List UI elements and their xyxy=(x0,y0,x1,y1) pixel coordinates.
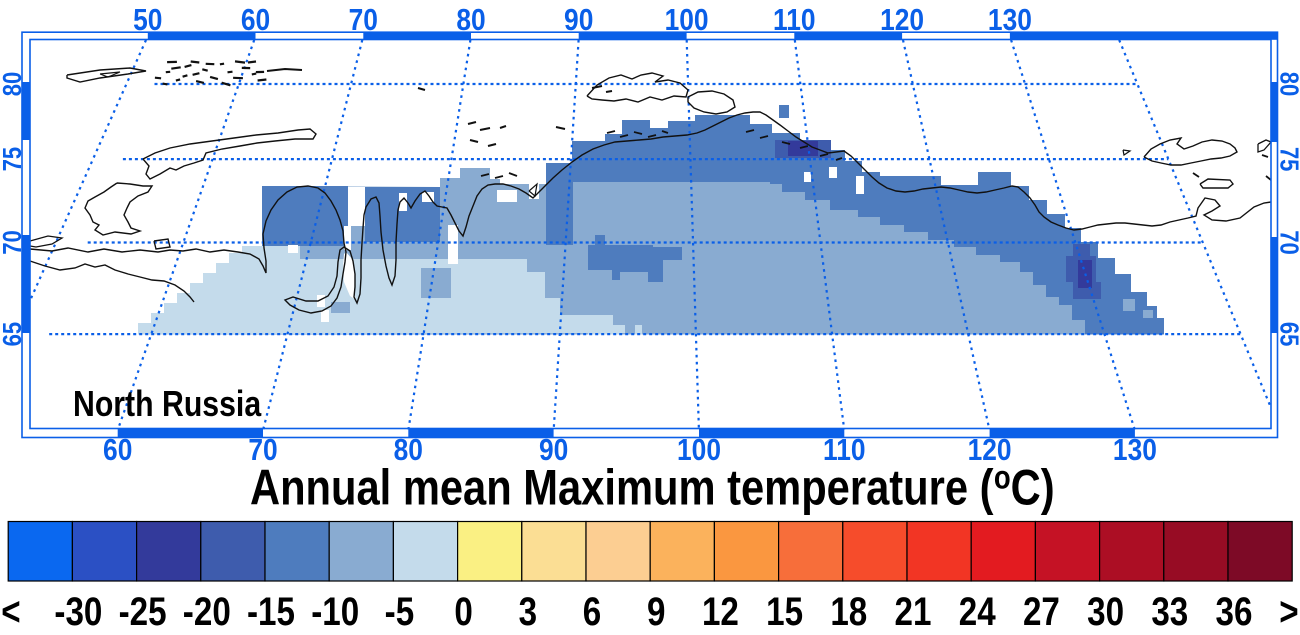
svg-text:130: 130 xyxy=(1113,433,1157,467)
svg-text:6: 6 xyxy=(583,589,601,630)
svg-text:90: 90 xyxy=(539,433,568,467)
svg-text:12: 12 xyxy=(702,589,739,630)
svg-text:Annual mean Maximum temperatur: Annual mean Maximum temperature ( xyxy=(250,459,994,515)
svg-text:130: 130 xyxy=(988,3,1032,37)
svg-text:120: 120 xyxy=(880,3,924,37)
svg-text:-15: -15 xyxy=(247,589,295,630)
svg-text:>: > xyxy=(1279,589,1298,630)
svg-text:33: 33 xyxy=(1151,589,1188,630)
svg-text:North Russia: North Russia xyxy=(73,385,262,425)
svg-text:-10: -10 xyxy=(311,589,359,630)
svg-text:70: 70 xyxy=(0,230,27,255)
svg-text:-20: -20 xyxy=(183,589,231,630)
svg-text:-25: -25 xyxy=(119,589,167,630)
svg-text:0: 0 xyxy=(454,589,472,630)
svg-text:21: 21 xyxy=(895,589,932,630)
svg-text:80: 80 xyxy=(0,72,27,97)
svg-text:75: 75 xyxy=(1274,147,1300,172)
svg-text:60: 60 xyxy=(241,3,270,37)
svg-text:-30: -30 xyxy=(54,589,102,630)
svg-text:65: 65 xyxy=(0,322,27,347)
svg-text:36: 36 xyxy=(1216,589,1253,630)
svg-text:70: 70 xyxy=(248,433,277,467)
svg-text:65: 65 xyxy=(1274,322,1300,347)
svg-text:90: 90 xyxy=(564,3,593,37)
svg-text:110: 110 xyxy=(823,433,865,467)
svg-text:60: 60 xyxy=(103,433,132,467)
svg-text:-5: -5 xyxy=(385,589,415,630)
svg-text:110: 110 xyxy=(773,3,815,37)
svg-text:3: 3 xyxy=(519,589,537,630)
svg-text:<: < xyxy=(1,589,20,630)
svg-text:120: 120 xyxy=(968,433,1012,467)
svg-text:70: 70 xyxy=(1274,230,1300,255)
svg-text:24: 24 xyxy=(959,589,996,630)
svg-text:80: 80 xyxy=(456,3,485,37)
svg-text:18: 18 xyxy=(830,589,867,630)
svg-text:9: 9 xyxy=(647,589,665,630)
svg-text:100: 100 xyxy=(665,3,709,37)
svg-text:80: 80 xyxy=(1274,72,1300,97)
svg-text:C): C) xyxy=(1011,459,1055,515)
svg-text:100: 100 xyxy=(677,433,721,467)
svg-text:50: 50 xyxy=(133,3,162,37)
svg-text:80: 80 xyxy=(394,433,423,467)
svg-text:15: 15 xyxy=(766,589,803,630)
svg-text:75: 75 xyxy=(0,147,27,172)
svg-text:o: o xyxy=(994,459,1011,496)
svg-text:30: 30 xyxy=(1087,589,1124,630)
svg-text:27: 27 xyxy=(1023,589,1060,630)
svg-text:70: 70 xyxy=(349,3,378,37)
